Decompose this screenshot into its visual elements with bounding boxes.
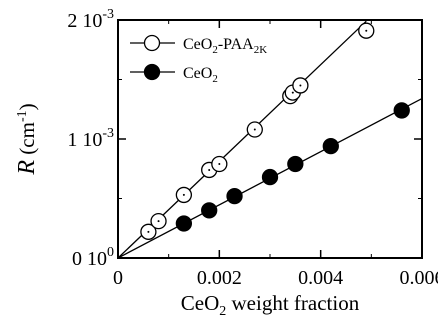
y-axis-title: R (cm-1) bbox=[14, 103, 40, 175]
series-1-point-2 bbox=[226, 187, 243, 205]
series-0-point-3-center bbox=[208, 168, 211, 171]
y-tick-label-2: 2 10-3 bbox=[67, 7, 114, 32]
y-tick-label-0: 0 100 bbox=[72, 245, 114, 270]
legend-marker-0 bbox=[143, 34, 161, 52]
legend-marker-1 bbox=[143, 63, 161, 81]
series-1-point-3 bbox=[261, 168, 279, 186]
legend: CeO2-PAA2K CeO2 bbox=[130, 34, 267, 85]
series-0-point-8-center bbox=[299, 84, 302, 87]
legend-label-1: CeO2 bbox=[183, 65, 218, 85]
x-tick-label-0: 0 bbox=[113, 267, 123, 289]
x-tick-label-1: 0.002 bbox=[197, 267, 242, 289]
series-0-point-2-center bbox=[182, 193, 185, 196]
series-0-point-1-center bbox=[157, 220, 160, 223]
series-0-point-7-center bbox=[291, 91, 294, 94]
series-1 bbox=[118, 97, 422, 258]
series-0 bbox=[118, 20, 375, 258]
series-1-point-1 bbox=[201, 202, 218, 219]
series-0-point-4-center bbox=[218, 162, 221, 165]
x-tick-label-3: 0.006 bbox=[400, 267, 438, 289]
y-tick-label-1: 1 10-3 bbox=[67, 126, 114, 151]
legend-label-0: CeO2-PAA2K bbox=[183, 36, 267, 56]
series-1-point-6 bbox=[393, 102, 410, 119]
x-tick-label-2: 0.004 bbox=[298, 267, 343, 289]
series-0-point-5-center bbox=[253, 128, 256, 131]
series-0-point-0-center bbox=[147, 230, 150, 233]
series-1-point-4 bbox=[287, 155, 304, 173]
x-axis-title: CeO2 weight fraction bbox=[181, 291, 360, 319]
series-1-point-5 bbox=[322, 137, 339, 155]
series-1-point-0 bbox=[175, 215, 193, 232]
series-0-point-9-center bbox=[365, 29, 368, 32]
